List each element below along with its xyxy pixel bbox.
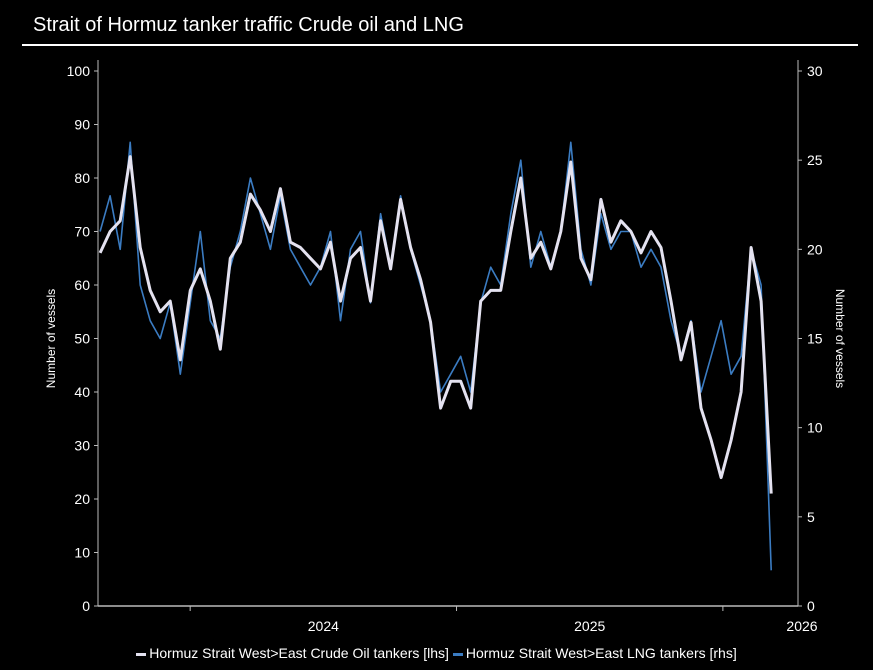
left-tick-label: 40 [74, 384, 90, 400]
crude-swatch-icon [136, 652, 147, 656]
x-tick-label: 2024 [308, 618, 339, 634]
legend-item-crude[interactable]: Hormuz Strait West>East Crude Oil tanker… [136, 645, 449, 661]
left-tick-label: 0 [82, 598, 90, 614]
left-tick-label: 70 [74, 224, 90, 240]
left-tick-label: 30 [74, 438, 90, 454]
right-tick-label: 30 [807, 63, 823, 79]
chart-title: Strait of Hormuz tanker traffic Crude oi… [33, 14, 464, 36]
x-tick-label: 2025 [574, 618, 605, 634]
legend-label-lng: Hormuz Strait West>East LNG tankers [rhs… [465, 645, 737, 661]
left-tick-label: 100 [67, 63, 91, 79]
left-tick-label: 10 [74, 545, 90, 561]
lng-swatch-icon [452, 652, 463, 656]
title-rule [22, 44, 858, 46]
left-tick-label: 50 [74, 331, 90, 347]
left-tick-label: 90 [74, 117, 90, 133]
right-tick-label: 0 [807, 598, 815, 614]
x-tick-label: 2026 [786, 618, 817, 634]
crude-series-line [98, 155, 773, 494]
left-tick-label: 60 [74, 277, 90, 293]
right-tick-label: 5 [807, 509, 815, 525]
right-tick-label: 20 [807, 241, 823, 257]
right-tick-label: 15 [807, 331, 823, 347]
right-tick-label: 10 [807, 420, 823, 436]
right-axis-label: Number of vessels [833, 289, 847, 388]
legend-label-crude: Hormuz Strait West>East Crude Oil tanker… [149, 645, 449, 661]
left-tick-label: 20 [74, 491, 90, 507]
left-tick-label: 80 [74, 170, 90, 186]
legend-item-lng[interactable]: Hormuz Strait West>East LNG tankers [rhs… [452, 645, 737, 661]
legend: Hormuz Strait West>East Crude Oil tanker… [0, 645, 873, 661]
right-tick-label: 25 [807, 152, 823, 168]
left-axis-label: Number of vessels [44, 289, 58, 388]
